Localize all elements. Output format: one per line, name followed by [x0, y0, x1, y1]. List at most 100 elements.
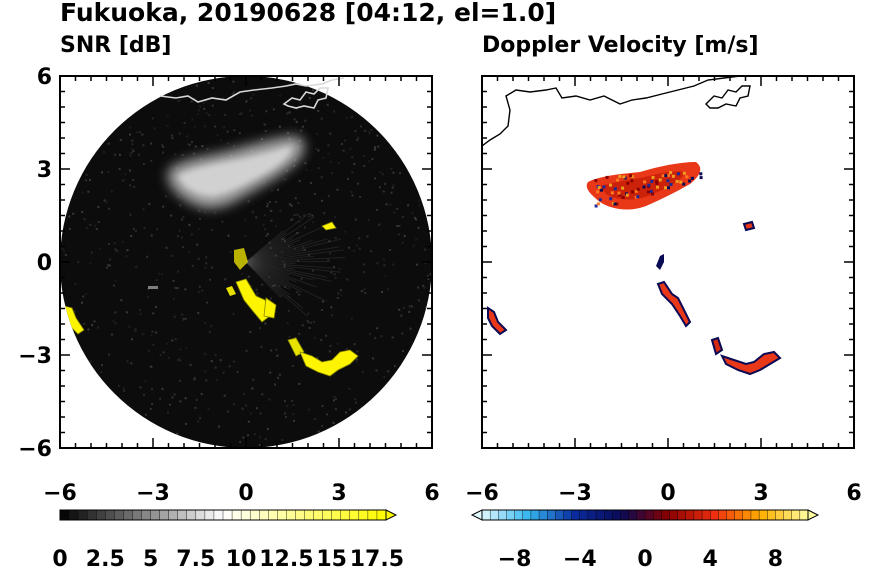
- snr-colorbar-swatch: [277, 509, 287, 521]
- doppler-colorbar-swatch: [506, 509, 516, 521]
- snr-colorbar-labels: 0 2.5 5 7.5 10 12.5 15 17.5: [52, 547, 404, 570]
- doppler-cloud-echo: [586, 162, 703, 210]
- doppler-colorbar-swatch: [547, 509, 556, 521]
- snr-colorbar-swatch: [349, 509, 360, 521]
- snr-colorbar-tick-label: 2.5: [86, 547, 125, 570]
- snr-y-tick-label: 3: [37, 158, 52, 183]
- snr-colorbar-swatch: [159, 509, 170, 521]
- snr-colorbar-swatch: [358, 509, 369, 521]
- snr-colorbar-tick-label: 7.5: [176, 547, 215, 570]
- snr-colorbar-swatch: [340, 509, 351, 521]
- doppler-colorbar-swatch: [742, 509, 752, 521]
- snr-radial-streaks: [245, 213, 346, 317]
- doppler-colorbar-swatch: [530, 509, 540, 521]
- snr-colorbar-swatch: [141, 509, 152, 521]
- doppler-colorbar-swatch: [612, 509, 622, 521]
- snr-colorbar-swatch: [331, 509, 342, 521]
- snr-cloud-echo: [167, 136, 305, 209]
- snr-colorbar-tick-label: 15: [316, 547, 347, 570]
- doppler-colorbar-swatch: [571, 509, 581, 521]
- doppler-colorbar-swatch: [636, 509, 646, 521]
- figure-title: Fukuoka, 20190628 [04:12, el=1.0]: [60, 0, 557, 27]
- snr-x-tick-label: 0: [238, 481, 253, 506]
- doppler-colorbar-swatch: [489, 509, 499, 521]
- snr-y-tick-label: −6: [18, 437, 52, 462]
- snr-colorbar: [59, 509, 398, 521]
- doppler-panel: −6 −3 0 3 6: [465, 75, 862, 506]
- snr-axis-ticks: [59, 75, 433, 449]
- doppler-colorbar-tick-label: −8: [498, 547, 532, 570]
- doppler-colorbar-swatch: [726, 509, 736, 521]
- snr-colorbar-swatch: [268, 509, 278, 521]
- snr-coastline: [159, 77, 345, 109]
- doppler-colorbar-labels: −8 −4 0 4 8: [498, 547, 783, 570]
- snr-colorbar-swatch: [222, 509, 233, 521]
- snr-colorbar-swatch: [105, 509, 115, 521]
- doppler-clutter-patch-ne: [742, 220, 756, 232]
- doppler-colorbar-swatch: [514, 509, 524, 521]
- doppler-colorbar-swatch: [750, 509, 760, 521]
- snr-colorbar-frame: [59, 509, 387, 521]
- doppler-colorbar-swatch: [710, 509, 719, 521]
- doppler-colorbar-frame: [481, 509, 809, 521]
- doppler-colorbar-swatch: [563, 509, 573, 521]
- doppler-colorbar-swatch: [587, 509, 597, 521]
- snr-x-tick-label: −6: [43, 481, 77, 506]
- doppler-colorbar-swatch: [685, 509, 695, 521]
- snr-y-tick-label: −3: [18, 344, 52, 369]
- snr-colorbar-swatch: [240, 509, 251, 521]
- doppler-colorbar-swatch: [693, 509, 703, 521]
- doppler-colorbar-swatch: [498, 509, 508, 521]
- snr-x-tick-label: 3: [331, 481, 346, 506]
- snr-colorbar-swatch: [231, 509, 242, 521]
- doppler-x-tick-label: 6: [846, 481, 861, 506]
- snr-colorbar-swatch: [77, 509, 88, 521]
- snr-clutter-patch-ne: [321, 221, 337, 231]
- doppler-colorbar-swatch: [644, 509, 654, 521]
- snr-colorbar-swatch: [177, 509, 188, 521]
- doppler-colorbar-swatch: [767, 509, 777, 521]
- doppler-colorbar-swatch: [555, 509, 565, 521]
- snr-colorbar-swatch: [304, 509, 315, 521]
- snr-colorbar-swatch: [195, 509, 206, 521]
- snr-colorbar-swatch: [186, 509, 197, 521]
- doppler-colorbar-swatch: [652, 509, 662, 521]
- doppler-colorbar-swatch: [799, 509, 809, 521]
- snr-colorbar-swatch: [295, 509, 306, 521]
- doppler-clutter-patch-w: [487, 306, 508, 336]
- doppler-colorbar-swatch: [538, 509, 548, 521]
- doppler-colorbar-swatch: [628, 509, 638, 521]
- doppler-colorbar-swatch: [677, 509, 687, 521]
- doppler-colorbar-swatch: [620, 509, 630, 521]
- doppler-colorbar-tick-label: 4: [703, 547, 718, 570]
- doppler-colorbar-swatch: [481, 509, 491, 521]
- snr-y-tick-label: 0: [37, 251, 52, 276]
- snr-tick-labels: −6 −3 0 3 6 −6 −3 0 3 6: [18, 65, 439, 506]
- doppler-colorbar-swatch: [718, 509, 728, 521]
- snr-colorbar-swatch: [59, 509, 70, 521]
- snr-colorbar-swatch: [286, 509, 297, 521]
- snr-colorbar-tick-label: 12.5: [259, 547, 313, 570]
- doppler-tick-labels: −6 −3 0 3 6: [465, 481, 862, 506]
- snr-x-tick-label: −3: [136, 481, 170, 506]
- snr-colorbar-swatch: [168, 509, 179, 521]
- doppler-colorbar-max-arrow: [807, 509, 820, 521]
- doppler-colorbar-tick-label: −4: [563, 547, 597, 570]
- doppler-colorbar-tick-label: 0: [637, 547, 652, 570]
- doppler-coastline: [482, 76, 751, 147]
- snr-colorbar-swatch: [150, 509, 161, 521]
- snr-colorbar-swatch: [86, 509, 97, 521]
- snr-colorbar-tick-label: 0: [52, 547, 67, 570]
- doppler-clutter-line: [656, 254, 782, 376]
- snr-y-tick-label: 6: [37, 65, 52, 90]
- doppler-colorbar-swatch: [783, 509, 793, 521]
- doppler-colorbar-swatch: [669, 509, 679, 521]
- snr-colorbar-swatch: [96, 509, 106, 521]
- snr-colorbar-swatch: [114, 509, 124, 521]
- snr-colorbar-tick-label: 17.5: [350, 547, 404, 570]
- doppler-plot-area: [482, 76, 854, 448]
- snr-colorbar-swatch: [204, 509, 215, 521]
- doppler-colorbar-swatch: [734, 509, 744, 521]
- doppler-colorbar: [470, 509, 820, 521]
